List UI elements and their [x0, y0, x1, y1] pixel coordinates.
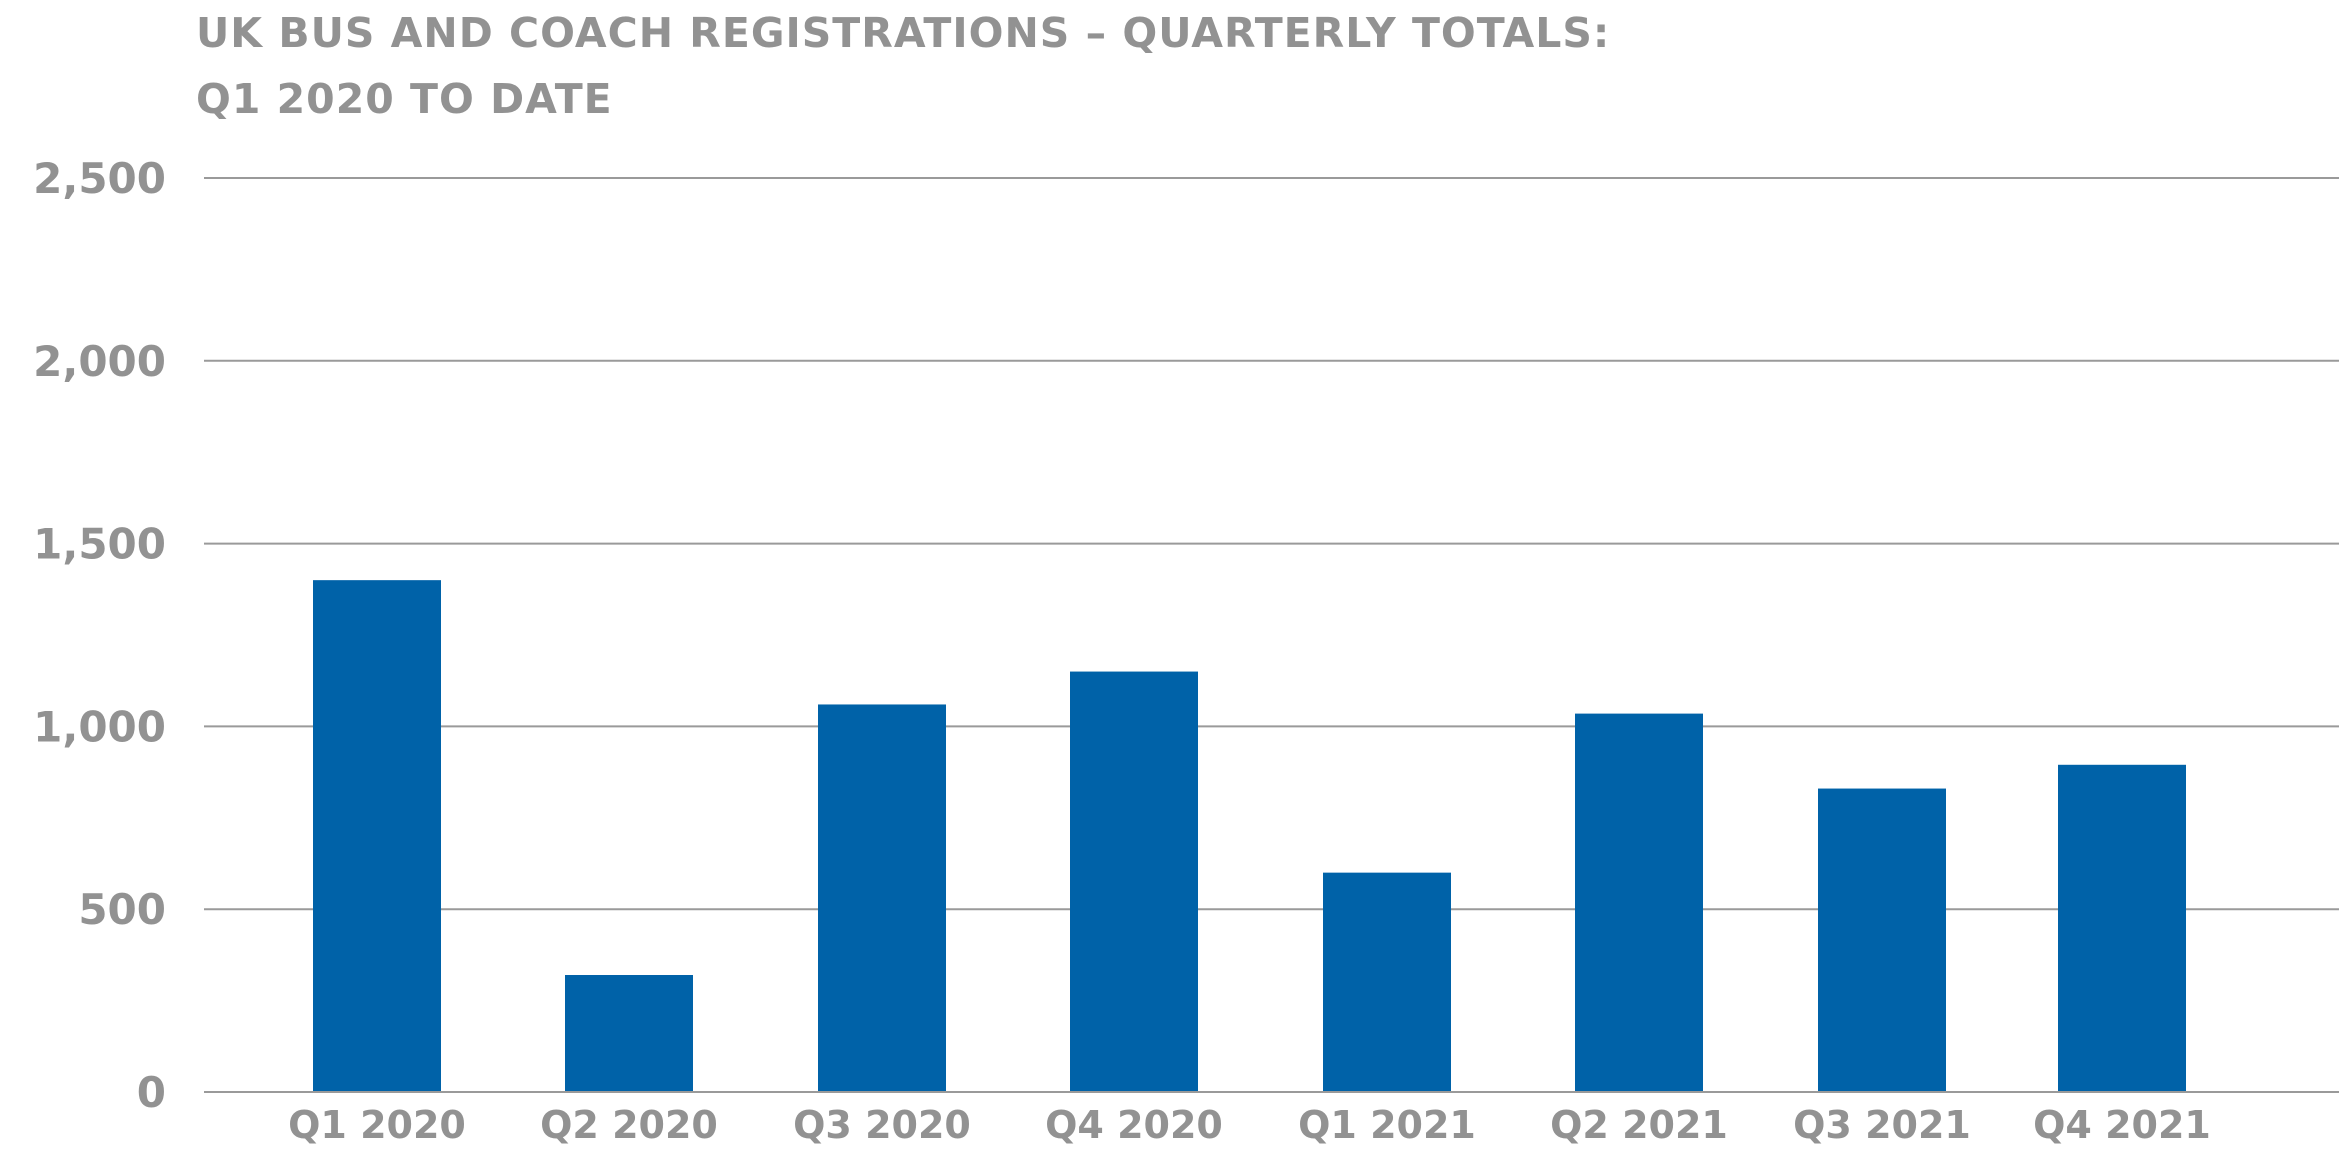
- chart-title-line-1: UK BUS AND COACH REGISTRATIONS – QUARTER…: [196, 9, 1611, 57]
- bar: [565, 975, 693, 1092]
- bar: [1070, 671, 1198, 1092]
- bar: [2058, 764, 2186, 1092]
- bar: [1323, 872, 1451, 1092]
- y-tick-label: 500: [78, 885, 166, 934]
- x-tick-label: Q2 2020: [540, 1103, 718, 1147]
- x-tick-label: Q4 2021: [2033, 1103, 2211, 1147]
- x-tick-label: Q4 2020: [1045, 1103, 1223, 1147]
- chart-title: UK BUS AND COACH REGISTRATIONS – QUARTER…: [196, 0, 1896, 132]
- bar: [313, 580, 441, 1092]
- gridlines: [204, 177, 2339, 911]
- y-tick-labels: 0 500 1,000 1,500 2,000 2,500: [33, 154, 166, 1117]
- x-tick-labels: Q1 2020 Q2 2020 Q3 2020 Q4 2020 Q1 2021 Q2 20…: [288, 1103, 2211, 1147]
- y-tick-label: 1,500: [33, 520, 166, 569]
- y-tick-label: 0: [137, 1068, 166, 1117]
- bar: [818, 704, 946, 1092]
- bar: [1818, 788, 1946, 1092]
- chart-title-line-2: Q1 2020 TO DATE: [196, 75, 613, 123]
- bars: [313, 580, 2186, 1092]
- y-tick-label: 1,000: [33, 702, 166, 751]
- x-tick-label: Q2 2021: [1550, 1103, 1728, 1147]
- x-tick-label: Q1 2021: [1298, 1103, 1476, 1147]
- x-tick-label: Q3 2020: [793, 1103, 971, 1147]
- y-tick-label: 2,000: [33, 337, 166, 386]
- x-tick-label: Q1 2020: [288, 1103, 466, 1147]
- bar: [1575, 713, 1703, 1092]
- x-tick-label: Q3 2021: [1793, 1103, 1971, 1147]
- y-tick-label: 2,500: [33, 154, 166, 203]
